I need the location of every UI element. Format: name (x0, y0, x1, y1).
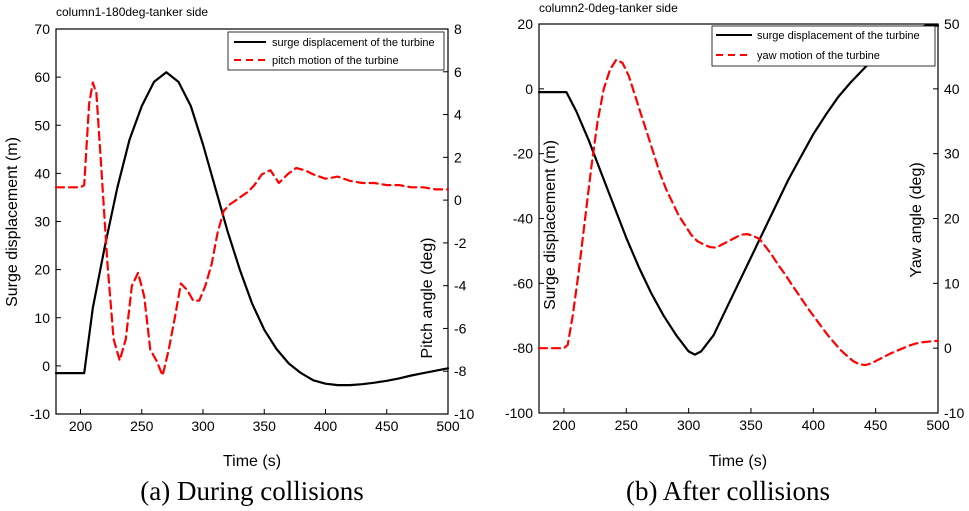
y-tick-label: -20 (513, 146, 533, 162)
figure-caption: (b) After collisions (626, 476, 830, 506)
y-axis-label-right: Yaw angle (deg) (908, 162, 925, 277)
legend-label-surge: surge displacement of the turbine (757, 30, 920, 42)
y-tick-label: 40 (34, 165, 50, 181)
y-axis-label-left: Surge displacement (m) (4, 137, 21, 307)
x-axis: 200 250 300 350 400 450 500 (69, 409, 460, 434)
figure-caption: (a) During collisions (140, 476, 363, 506)
x-tick-label: 350 (739, 417, 763, 433)
x-tick-label: 500 (926, 417, 950, 433)
y-axis-label-left: Surge displacement (m) (542, 140, 559, 310)
y-tick-label: 10 (34, 310, 50, 326)
y2-tick-label: 8 (454, 21, 462, 37)
y-tick-label: 0 (525, 81, 533, 97)
y2-tick-label: -10 (944, 405, 964, 421)
legend-box (711, 25, 936, 67)
x-tick-label: 300 (191, 418, 215, 434)
x-tick-label: 200 (552, 417, 576, 433)
x-axis: 200 250 300 350 400 450 500 (552, 408, 950, 433)
x-tick-label: 500 (436, 418, 460, 434)
chart-panel-a: column1-180deg-tanker side 200 250 300 350 4… (4, 5, 474, 506)
chart-title: column1-180deg-tanker side (56, 5, 208, 19)
legend-label-yaw: yaw motion of the turbine (757, 50, 880, 62)
y-axis-right: -10 -8 -6 -4 -2 0 2 4 6 8 (443, 21, 474, 422)
legend-label-surge: surge displacement of the turbine (272, 37, 435, 49)
y2-tick-label: -8 (454, 363, 467, 379)
y2-tick-label: -6 (454, 320, 467, 336)
plot-frame (55, 28, 449, 415)
x-tick-label: 300 (677, 417, 701, 433)
series-line-surge (54, 71, 450, 387)
x-tick-label: 400 (314, 418, 338, 434)
y-tick-label: 50 (34, 117, 50, 133)
series-line-yaw (537, 58, 940, 367)
x-tick-label: 400 (802, 417, 826, 433)
y2-tick-label: 2 (454, 149, 462, 165)
y-tick-label: 20 (34, 262, 50, 278)
y-tick-label: -80 (513, 340, 533, 356)
y-tick-label: -10 (30, 406, 50, 422)
legend: surge displacement of the turbine pitch … (227, 31, 445, 71)
y-tick-label: -100 (505, 405, 533, 421)
y-axis-right: -10 0 10 20 30 40 50 (933, 16, 964, 421)
y2-tick-label: 6 (454, 64, 462, 80)
x-tick-label: 450 (864, 417, 888, 433)
x-tick-label: 250 (615, 417, 639, 433)
y-axis-left: -100 -80 -60 -40 -20 0 20 (505, 16, 544, 421)
y-axis-label-right: Pitch angle (deg) (419, 238, 436, 359)
legend-label-pitch: pitch motion of the turbine (272, 55, 399, 67)
y2-tick-label: -2 (454, 235, 467, 251)
y-tick-label: 30 (34, 214, 50, 230)
x-tick-label: 200 (69, 418, 93, 434)
chart-title: column2-0deg-tanker side (539, 1, 678, 15)
y2-tick-label: 0 (944, 340, 952, 356)
y-tick-label: 20 (517, 16, 533, 32)
y2-tick-label: 30 (944, 146, 960, 162)
y2-tick-label: 40 (944, 81, 960, 97)
plot-frame (538, 23, 939, 414)
series-line-pitch (54, 81, 450, 377)
y-axis-left: -10 0 10 20 30 40 50 60 70 (30, 21, 61, 422)
y-tick-label: 60 (34, 69, 50, 85)
y2-tick-label: 10 (944, 275, 960, 291)
x-axis-label: Time (s) (223, 453, 281, 470)
legend: surge displacement of the turbine yaw mo… (711, 25, 936, 67)
y2-tick-label: 4 (454, 107, 462, 123)
x-axis-label: Time (s) (709, 453, 767, 470)
x-tick-label: 450 (375, 418, 399, 434)
y2-tick-label: 50 (944, 16, 960, 32)
series-line-surge (537, 24, 940, 356)
y2-tick-label: -10 (454, 406, 474, 422)
legend-box (227, 31, 445, 71)
y2-tick-label: -4 (454, 278, 467, 294)
y2-tick-label: 0 (454, 192, 462, 208)
y-tick-label: 70 (34, 21, 50, 37)
y-tick-label: -60 (513, 275, 533, 291)
y-tick-label: 0 (42, 358, 50, 374)
series-layer (54, 71, 450, 387)
y-tick-label: -40 (513, 211, 533, 227)
series-layer (537, 24, 940, 367)
x-tick-label: 250 (130, 418, 154, 434)
y2-tick-label: 20 (944, 211, 960, 227)
x-tick-label: 350 (253, 418, 277, 434)
chart-panel-b: column2-0deg-tanker side 200 250 300 350 400… (505, 1, 964, 506)
